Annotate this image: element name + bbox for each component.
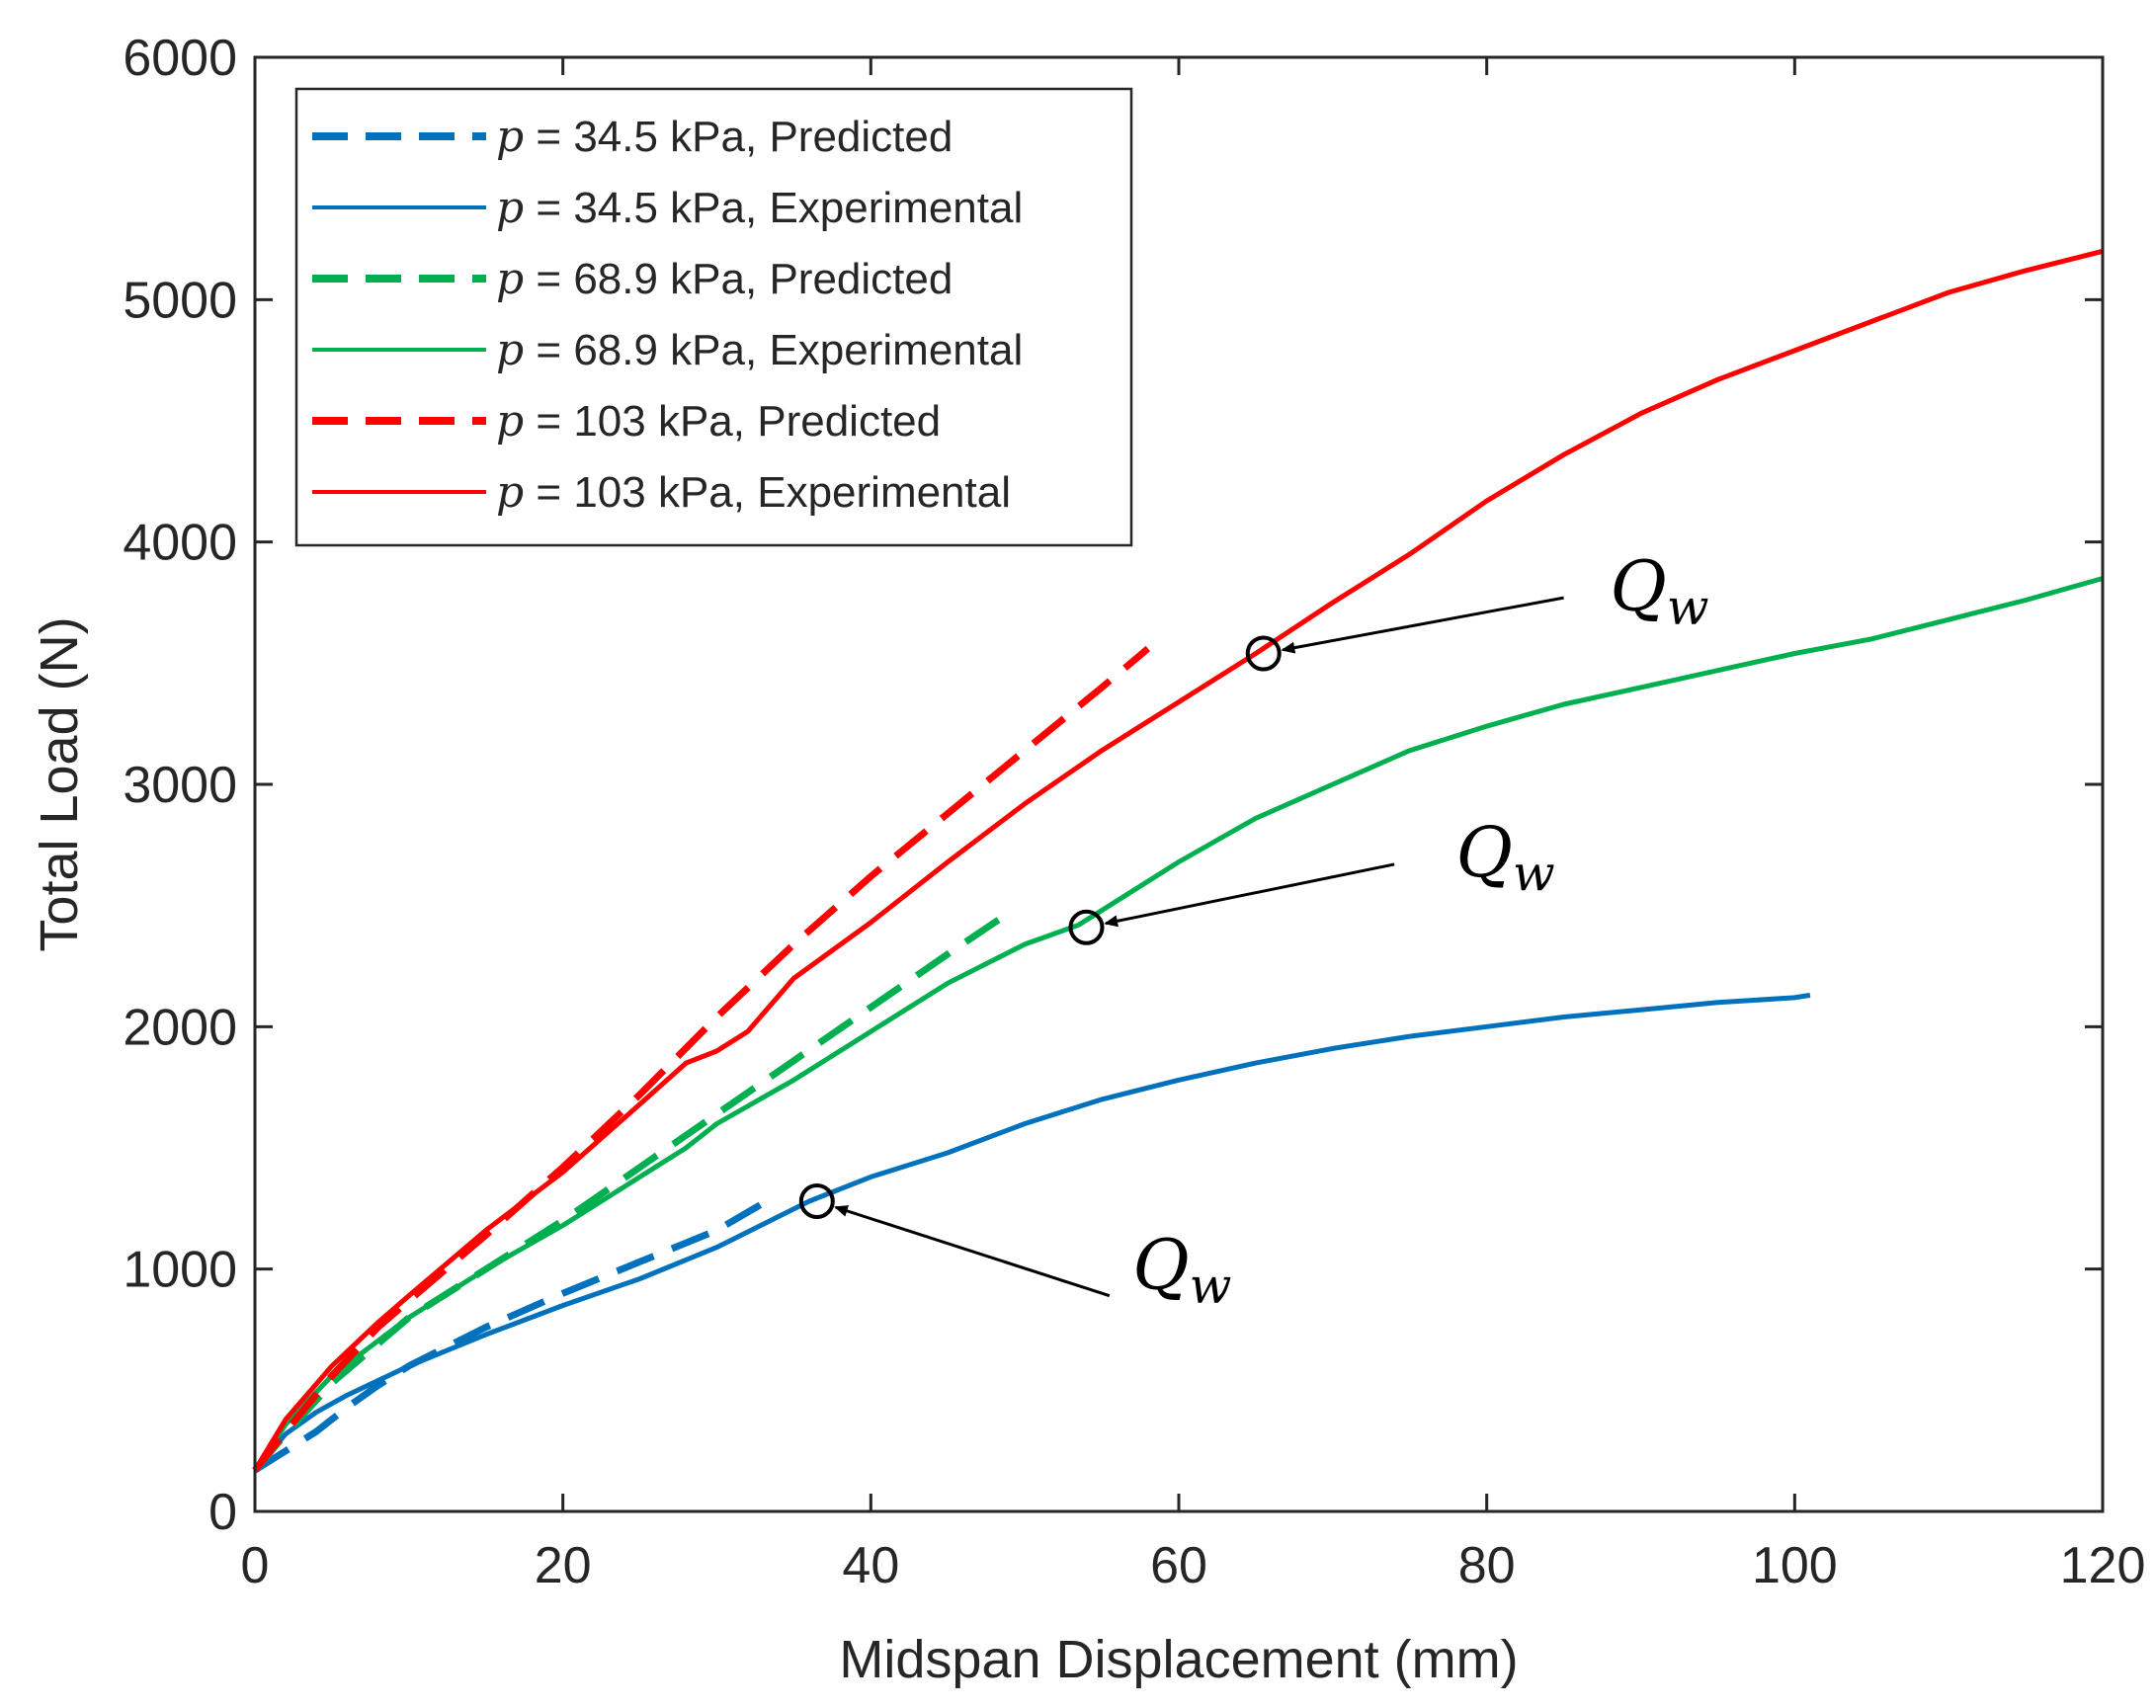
annotation-circle xyxy=(1068,909,1105,945)
ticks-layer: 0 20 40 60 80 100 120 0 1000 2000 3000 4000 5000 6000 xyxy=(123,30,2145,1594)
legend-box xyxy=(294,87,1133,547)
annotation-arrow xyxy=(1104,862,1395,928)
legend-label: p = 103 kPa, Predicted xyxy=(496,396,941,447)
legend-label: p = 68.9 kPa, Experimental xyxy=(496,325,1023,375)
series-line-3 xyxy=(252,576,2104,1472)
y-tick-label: 4000 xyxy=(123,515,237,572)
legend: p = 34.5 kPa, Predicted p = 34.5 kPa, Exp… xyxy=(294,87,1133,547)
x-tick-label: 100 xyxy=(1752,1537,1838,1594)
annotation-label-qw: Qw xyxy=(1456,812,1555,902)
x-tick-label: 80 xyxy=(1458,1537,1516,1594)
x-tick-label: 40 xyxy=(842,1537,899,1594)
legend-label: p = 34.5 kPa, Experimental xyxy=(496,183,1023,233)
legend-label: p = 34.5 kPa, Predicted xyxy=(496,112,953,162)
y-axis-title: Total Load (N) xyxy=(30,616,89,951)
y-tick-label: 0 xyxy=(208,1484,237,1541)
y-tick-label: 2000 xyxy=(123,999,237,1056)
annotation-circle xyxy=(798,1182,835,1219)
annotation-layer: Qw Qw Qw xyxy=(798,545,1709,1314)
x-tick-label: 0 xyxy=(241,1537,270,1594)
series-line-5 xyxy=(252,248,2104,1472)
annotation-arrow xyxy=(833,1205,1111,1298)
legend-label: p = 68.9 kPa, Predicted xyxy=(496,254,953,304)
x-tick-label: 120 xyxy=(2060,1537,2146,1594)
series-line-1 xyxy=(253,992,1811,1472)
series-line-2 xyxy=(252,914,1004,1473)
y-tick-label: 3000 xyxy=(123,757,237,814)
y-tick-label: 5000 xyxy=(123,272,237,329)
x-tick-label: 20 xyxy=(535,1537,592,1594)
y-tick-label: 6000 xyxy=(123,30,237,87)
x-axis-title: Midspan Displacement (mm) xyxy=(839,1630,1518,1689)
series-line-4 xyxy=(252,645,1151,1473)
annotation-arrow xyxy=(1281,596,1564,654)
annotation-label-qw: Qw xyxy=(1132,1224,1231,1314)
y-tick-label: 1000 xyxy=(123,1242,237,1299)
annotation-label-qw: Qw xyxy=(1610,545,1708,635)
x-tick-label: 60 xyxy=(1150,1537,1207,1594)
annotation-circle xyxy=(1245,635,1282,672)
series-layer xyxy=(252,248,2104,1474)
legend-label: p = 103 kPa, Experimental xyxy=(496,467,1011,518)
